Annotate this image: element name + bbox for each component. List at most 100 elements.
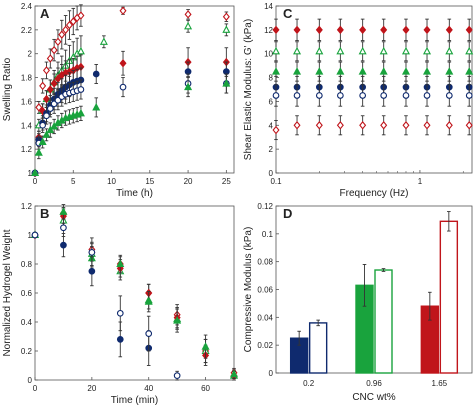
panel-d-bar: [439, 220, 459, 374]
panel-c-point: [465, 67, 474, 75]
panel-d-ytick-label: 0.1: [262, 230, 274, 239]
panel-c-point: [359, 92, 367, 99]
panel-c-point: [315, 46, 324, 55]
panel-b-ytick-label: 1: [28, 231, 33, 240]
panel-d: [275, 205, 473, 374]
panel-a-ytick-label: 1: [28, 169, 33, 178]
panel-c-point: [315, 92, 323, 99]
panel-a-ytick-label: 1.4: [21, 121, 33, 130]
panel-a-point: [77, 11, 85, 20]
panel-b-xaxis-title: Time (min): [111, 395, 158, 406]
panel-a-point: [39, 81, 47, 91]
panel-a-point: [39, 121, 47, 129]
panel-c-point: [423, 121, 431, 130]
panel-a-xtick-label: 0: [33, 177, 38, 186]
panel-a-point: [50, 45, 58, 55]
panel-b: [30, 204, 239, 381]
panel-d-bar: [308, 322, 328, 374]
panel-a-point: [76, 108, 85, 117]
panel-d-ytick-label: 0: [269, 369, 274, 378]
panel-b-xtick-label: 0: [33, 384, 38, 393]
panel-d-bar: [374, 269, 393, 374]
panel-b-ytick-label: 0.6: [21, 289, 33, 298]
panel-c-point: [380, 25, 388, 35]
panel-a-point: [50, 79, 58, 88]
panel-c-ytick-label: 6: [269, 97, 274, 106]
panel-c-point: [402, 121, 410, 130]
panel-c-point: [272, 25, 280, 35]
panel-c-point: [271, 46, 281, 55]
panel-c-point: [380, 92, 388, 99]
panel-c-point: [272, 92, 280, 99]
panel-c-xtick-label: 1: [418, 177, 423, 186]
panel-c-plot-frame: [275, 5, 473, 174]
panel-d-xaxis-title: CNC wt%: [352, 392, 395, 403]
panel-c-label: C: [283, 6, 293, 21]
panel-c-ytick-label: 2: [269, 145, 274, 154]
panel-a-point: [43, 112, 50, 120]
panel-c-point: [293, 46, 302, 55]
panel-d-xtick-label: 0.96: [366, 379, 382, 388]
panel-a-xtick-label: 10: [107, 177, 116, 186]
panel-a-yaxis-title: Swelling Ratio: [2, 57, 13, 121]
panel-b-ytick-label: 0.4: [21, 318, 33, 327]
panel-b-point: [88, 249, 96, 256]
panel-a: [30, 4, 235, 178]
panel-c-point: [293, 25, 301, 35]
panel-c-point: [315, 67, 324, 75]
panel-b-xtick-label: 20: [87, 384, 96, 393]
panel-c-point: [358, 67, 367, 75]
panel-a-point: [77, 86, 85, 93]
panel-b-point: [60, 224, 67, 232]
panel-a-point: [119, 83, 127, 91]
panel-d-xtick-label: 0.2: [303, 379, 315, 388]
panel-b-point: [201, 342, 210, 350]
panel-a-point: [184, 10, 192, 19]
panel-c-point: [445, 92, 453, 99]
panel-a-point: [76, 46, 85, 55]
panel-c-point: [359, 121, 367, 130]
panel-b-point: [31, 231, 39, 239]
panel-c-point: [336, 67, 345, 75]
panel-a-point: [42, 66, 50, 75]
panel-c: [271, 5, 474, 174]
panel-b-point: [88, 267, 96, 275]
panel-a-xtick-label: 20: [184, 177, 193, 186]
panel-a-point: [30, 168, 40, 177]
panel-a-point: [38, 137, 47, 146]
panel-c-ytick-label: 0: [269, 169, 274, 178]
panel-d-ytick-label: 0.04: [257, 313, 273, 322]
panel-c-point: [359, 25, 367, 35]
panel-d-ytick-label: 0.06: [257, 286, 273, 295]
panel-b-point: [145, 330, 153, 337]
panel-a-point: [184, 21, 193, 30]
panel-d-ytick-label: 0.12: [257, 202, 273, 211]
panel-c-point: [401, 67, 411, 75]
panel-a-point: [222, 79, 231, 87]
panel-d-label: D: [283, 206, 292, 221]
panel-c-point: [423, 46, 432, 55]
panel-b-ytick-label: 0.2: [21, 347, 33, 356]
panel-a-point: [58, 30, 66, 39]
panel-b-point: [60, 241, 67, 249]
panel-c-ytick-label: 14: [264, 2, 273, 11]
panel-a-xtick-label: 5: [71, 177, 76, 186]
panel-c-point: [402, 25, 410, 35]
panel-b-ytick-label: 0.8: [21, 260, 33, 269]
panel-c-point: [445, 25, 453, 35]
panel-b-point: [144, 297, 153, 305]
panel-a-point: [35, 103, 43, 112]
panel-c-point: [465, 121, 473, 130]
panel-a-xtick-label: 25: [222, 177, 231, 186]
panel-a-point: [119, 6, 127, 16]
panel-a-point: [119, 58, 127, 68]
panel-c-point: [423, 25, 431, 35]
panel-c-point: [465, 25, 473, 35]
panel-b-point: [59, 207, 68, 215]
panel-a-point: [46, 85, 54, 94]
panel-c-point: [423, 92, 431, 99]
panel-a-ytick-label: 2.4: [21, 2, 33, 11]
panel-b-ytick-label: 1.2: [21, 202, 33, 211]
panel-c-point: [293, 67, 302, 75]
